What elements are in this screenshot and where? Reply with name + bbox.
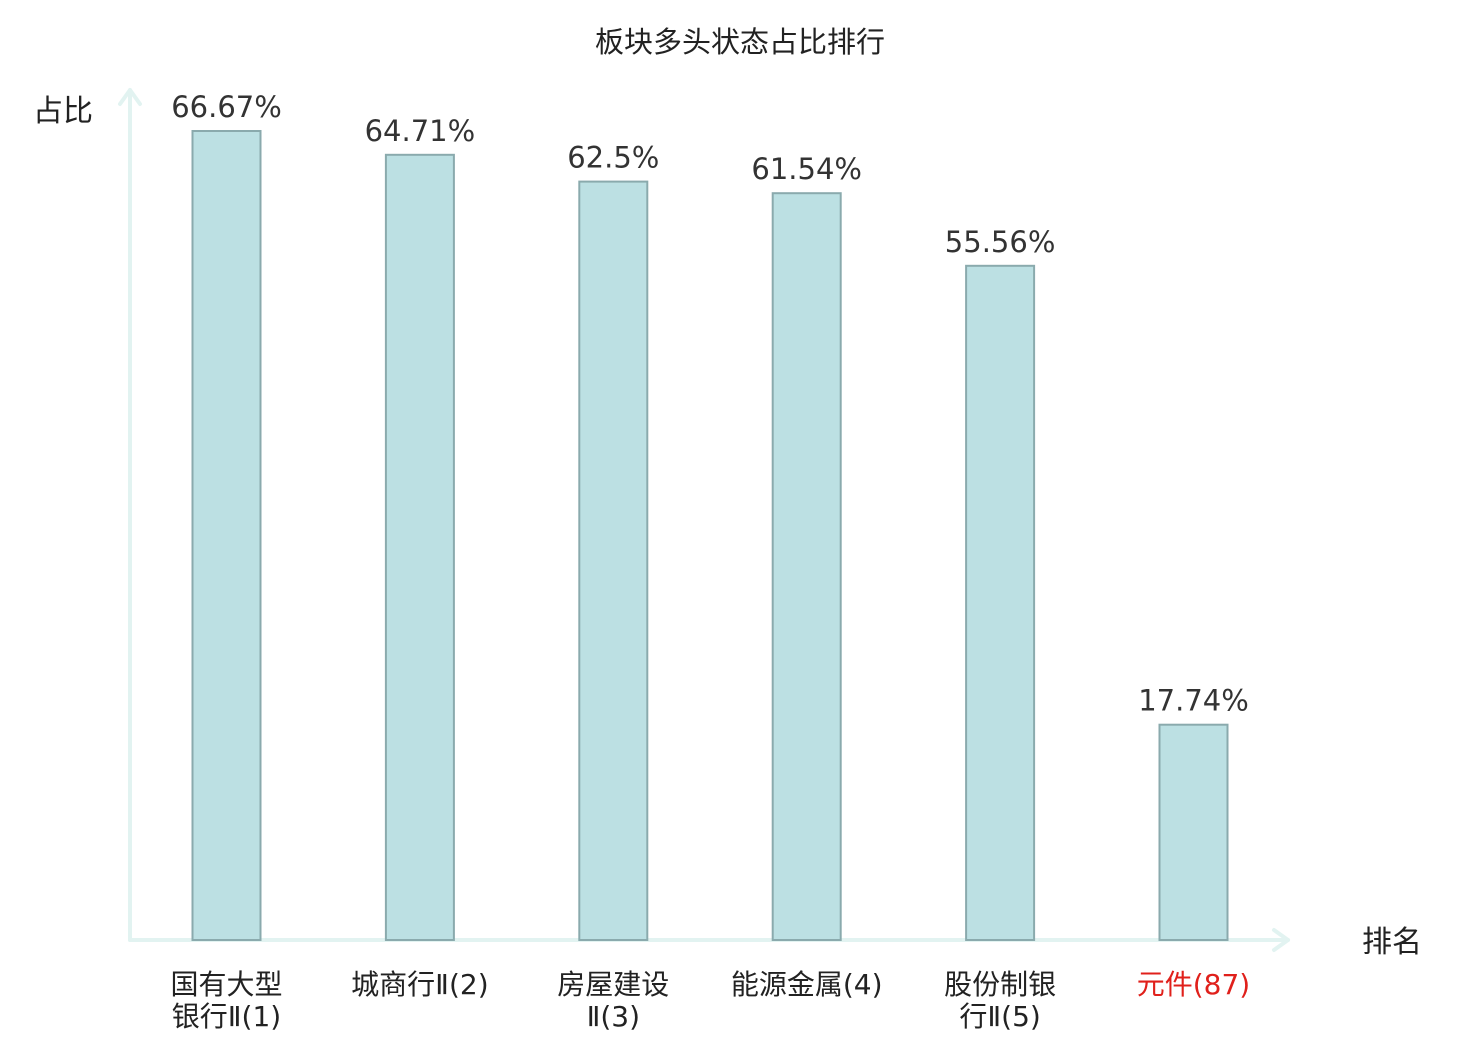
bars	[191, 130, 1229, 942]
value-label: 62.5%	[567, 141, 659, 175]
category-label: 能源金属(4)	[731, 968, 883, 1001]
value-label: 64.71%	[365, 114, 476, 148]
bar	[384, 153, 455, 942]
value-label: 55.56%	[945, 225, 1056, 259]
chart-title: 板块多头状态占比排行	[595, 25, 885, 59]
value-labels: 66.67% 64.71% 62.5% 61.54% 55.56% 17.74%	[171, 90, 1249, 718]
x-axis-arrow-icon	[1272, 928, 1290, 952]
value-label: 61.54%	[751, 152, 862, 186]
category-label: 行Ⅱ(5)	[959, 1000, 1040, 1033]
bar	[191, 130, 262, 941]
y-axis-arrow-icon	[118, 88, 142, 106]
value-label: 66.67%	[171, 90, 282, 124]
category-label: 国有大型	[170, 968, 282, 1001]
category-label: 银行Ⅱ(1)	[172, 1000, 281, 1033]
category-label: 城商行Ⅱ(2)	[351, 968, 488, 1001]
x-axis-label: 排名	[1362, 925, 1422, 960]
category-label: 股份制银	[944, 968, 1056, 1001]
value-label: 17.74%	[1138, 684, 1249, 718]
bar	[578, 180, 649, 942]
category-label: Ⅱ(3)	[587, 1000, 640, 1033]
axes	[118, 88, 1290, 952]
bar	[965, 264, 1036, 941]
bar	[1158, 723, 1229, 942]
y-axis-label: 占比	[33, 94, 93, 129]
category-label: 房屋建设	[557, 968, 669, 1001]
bar	[771, 192, 842, 941]
category-label: 元件(87)	[1137, 968, 1250, 1001]
